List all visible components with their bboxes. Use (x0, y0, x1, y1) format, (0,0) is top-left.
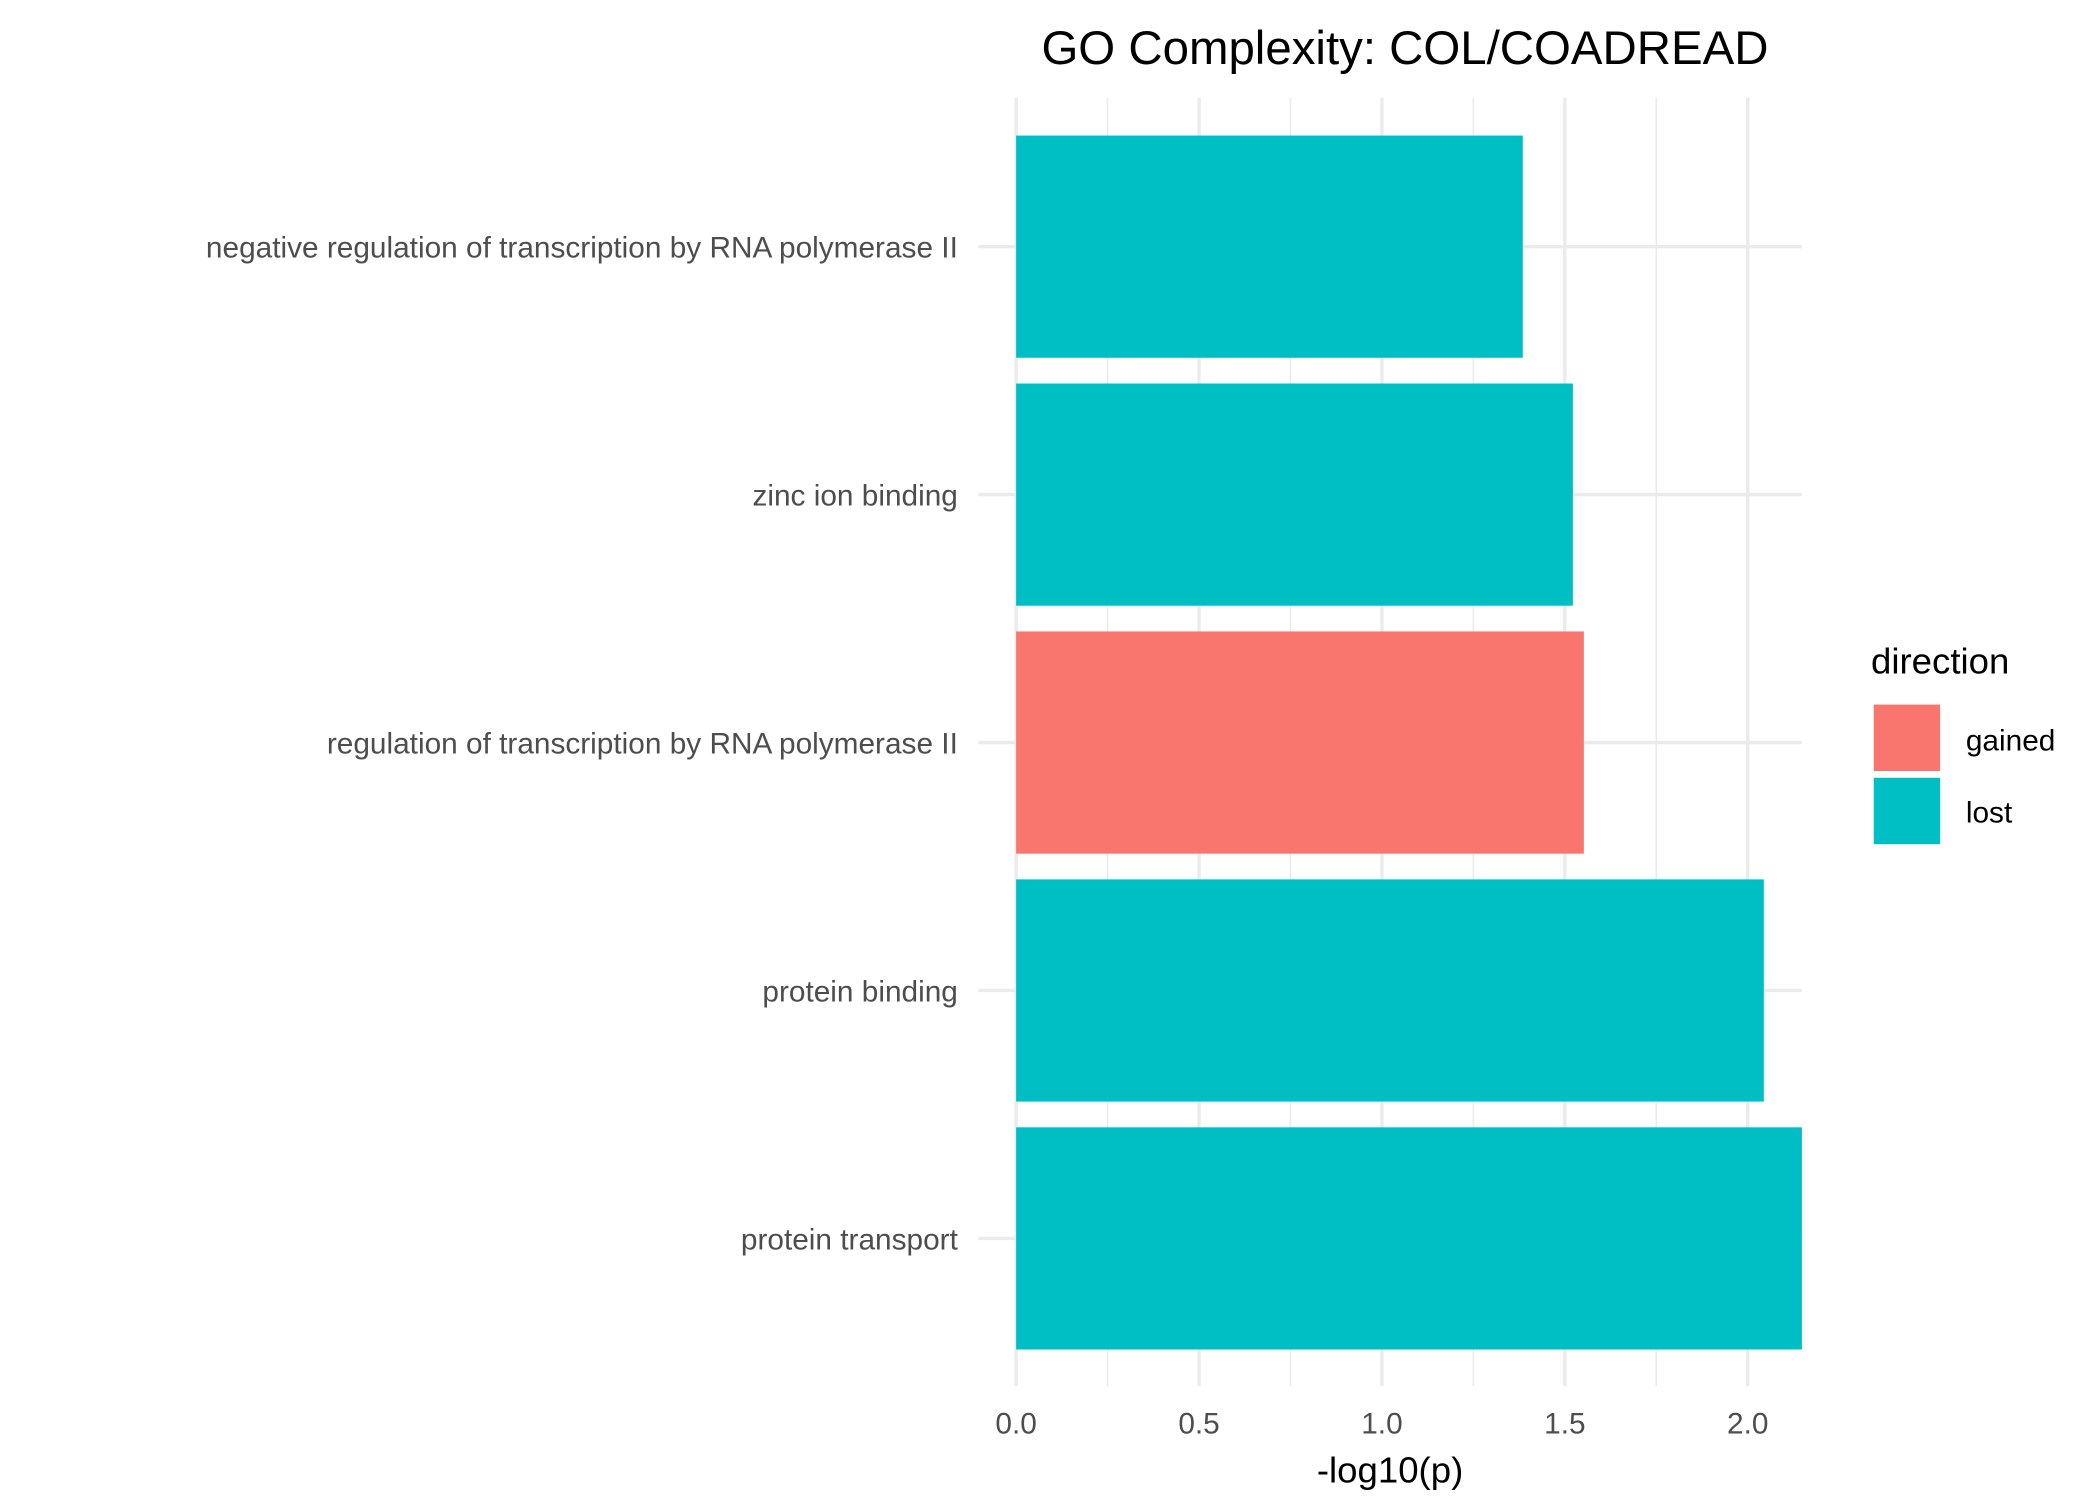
category-label: regulation of transcription by RNA polym… (327, 727, 958, 760)
legend: direction gained lost (1871, 640, 2055, 845)
x-axis-tick-labels: 0.0 0.5 1.0 1.5 2.0 (995, 1408, 1768, 1441)
category-label: protein transport (741, 1223, 959, 1256)
bar-lost (1016, 879, 1764, 1102)
category-label: zinc ion binding (752, 479, 957, 512)
bar-lost (1016, 135, 1523, 358)
category-label: protein binding (762, 975, 957, 1008)
x-tick-label: 2.0 (1727, 1408, 1768, 1441)
legend-key-lost (1873, 777, 1941, 845)
x-tick-label: 1.0 (1361, 1408, 1402, 1441)
x-axis-label: -log10(p) (1317, 1449, 1463, 1490)
bar-lost (1016, 383, 1573, 606)
x-tick-label: 1.5 (1544, 1408, 1585, 1441)
category-label: negative regulation of transcription by … (206, 232, 958, 265)
bar-gained (1016, 631, 1584, 854)
legend-label-lost: lost (1966, 796, 2013, 829)
bars (1016, 135, 1802, 1350)
x-tick-label: 0.0 (995, 1408, 1036, 1441)
legend-label-gained: gained (1966, 725, 2055, 758)
chart-title: GO Complexity: COL/COADREAD (1041, 22, 1768, 75)
x-tick-label: 0.5 (1178, 1408, 1219, 1441)
legend-title: direction (1871, 640, 2009, 681)
legend-key-gained (1873, 704, 1941, 771)
bar-lost (1016, 1127, 1802, 1350)
y-axis-labels: negative regulation of transcription by … (206, 232, 959, 1257)
